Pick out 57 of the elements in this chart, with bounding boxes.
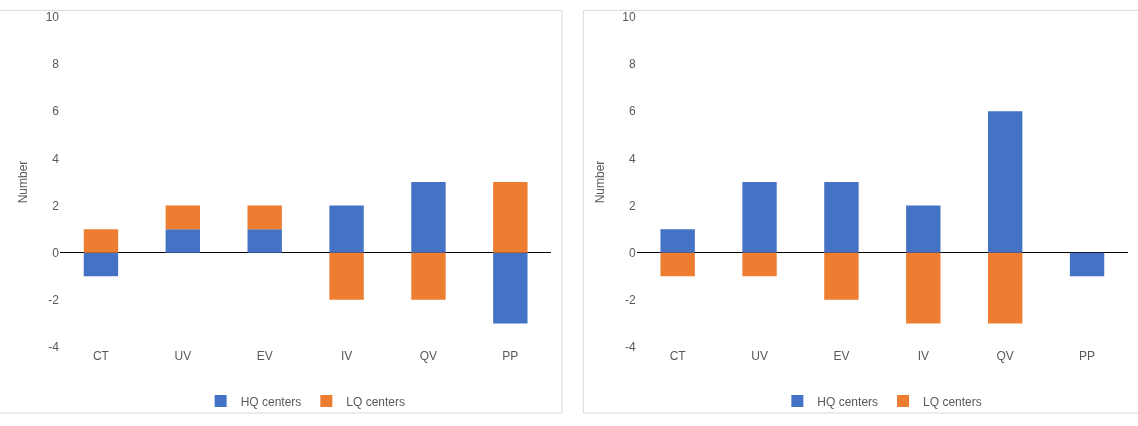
y-tick-label: 8 <box>52 57 60 72</box>
x-tick-label: EV <box>256 349 273 363</box>
bar <box>493 182 528 253</box>
legend-label: HQ centers <box>817 394 879 409</box>
bar <box>329 252 364 300</box>
y-tick-label: 0 <box>629 245 637 260</box>
bar <box>1069 252 1105 277</box>
x-tick-label: PP <box>1079 349 1096 363</box>
y-tick-label: -2 <box>625 293 637 308</box>
bar <box>906 252 941 324</box>
bar <box>824 252 859 300</box>
bar <box>165 205 201 230</box>
y-tick-label: -4 <box>625 340 637 355</box>
bar <box>987 252 1023 324</box>
x-tick-label: UV <box>174 349 192 363</box>
bar <box>411 182 446 253</box>
bar <box>411 252 446 300</box>
x-tick-label: IV <box>340 349 353 363</box>
x-tick-label: QV <box>419 349 438 363</box>
bar <box>83 229 119 253</box>
y-axis-title: Number <box>15 160 30 204</box>
y-tick-label: 6 <box>629 104 637 119</box>
legend-label: LQ centers <box>346 394 406 409</box>
bar <box>493 252 528 324</box>
y-tick-label: 0 <box>52 245 60 260</box>
x-tick-label: UV <box>751 349 768 363</box>
y-tick-label: -4 <box>48 340 60 355</box>
y-tick-label: 4 <box>629 151 637 166</box>
y-tick-label: 6 <box>52 104 60 119</box>
bar <box>742 182 777 253</box>
x-tick-label: IV <box>917 349 929 363</box>
bar <box>165 229 201 253</box>
bar <box>247 229 282 253</box>
y-tick-label: 8 <box>629 57 637 72</box>
y-tick-label: 4 <box>52 151 60 166</box>
x-tick-label: CT <box>669 349 687 363</box>
x-tick-label: QV <box>996 349 1014 363</box>
bar <box>742 252 777 277</box>
legend-label: LQ centers <box>923 394 982 409</box>
bar <box>660 252 695 277</box>
y-axis-title: Number <box>592 160 607 204</box>
y-tick-label: -2 <box>48 293 60 308</box>
x-tick-label: EV <box>833 349 850 363</box>
bar <box>247 205 282 230</box>
x-tick-label: CT <box>92 349 110 363</box>
y-tick-label: 10 <box>45 10 60 25</box>
bar <box>824 182 859 253</box>
y-tick-label: 10 <box>622 10 637 25</box>
bar <box>660 229 695 253</box>
legend-label: HQ centers <box>240 394 302 409</box>
bar <box>329 205 364 253</box>
bar <box>83 252 119 277</box>
bar <box>906 205 941 253</box>
bar <box>987 111 1023 253</box>
y-tick-label: 2 <box>629 198 637 213</box>
y-tick-label: 2 <box>52 198 60 213</box>
x-tick-label: PP <box>502 349 519 363</box>
